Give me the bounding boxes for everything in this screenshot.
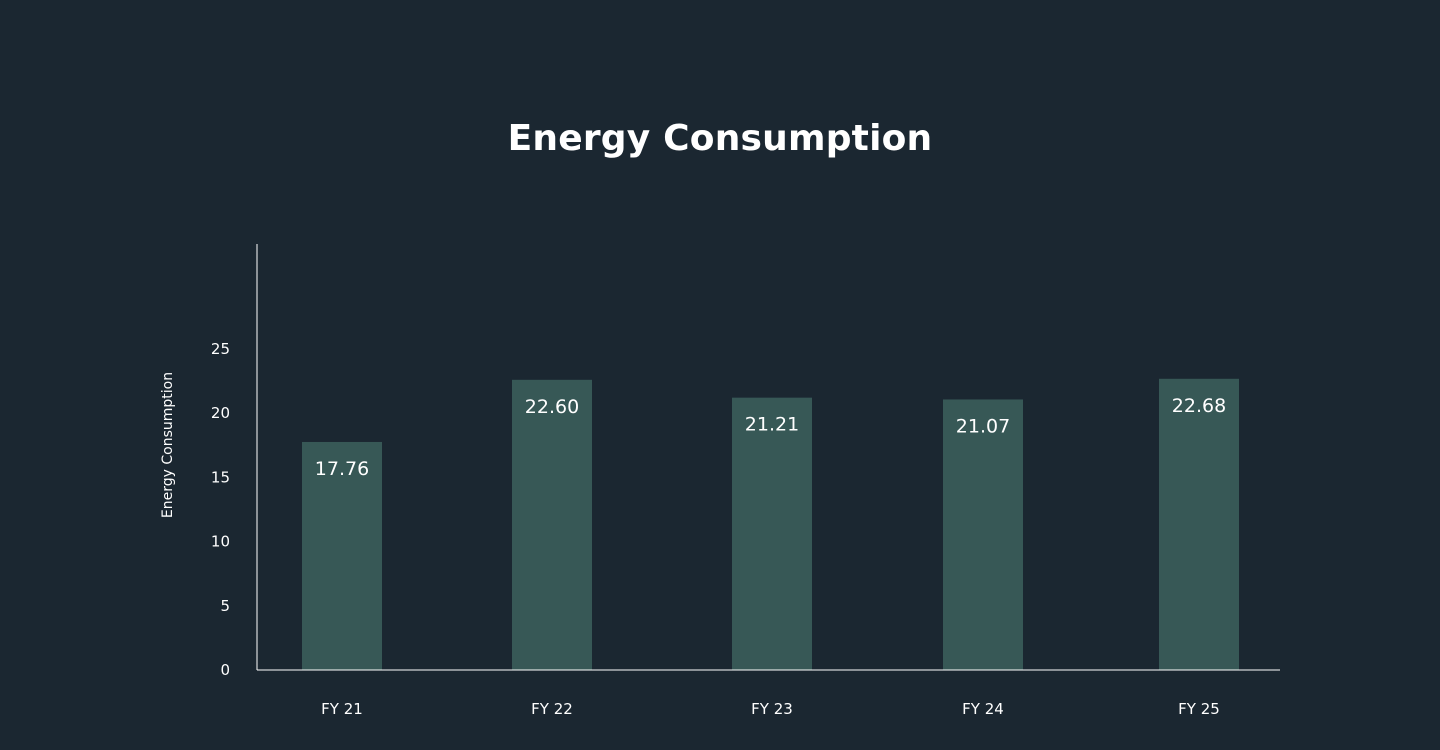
y-tick-label: 10 <box>211 533 230 551</box>
bar-fy-23 <box>732 397 812 670</box>
value-labels-layer: 17.76 22.60 21.21 21.07 22.68 <box>315 395 1226 480</box>
y-tick-label: 0 <box>220 661 230 679</box>
y-tick-label: 20 <box>211 404 230 422</box>
x-category-label: FY 23 <box>751 700 793 718</box>
bar-value-label: 22.60 <box>525 396 579 418</box>
x-category-label: FY 25 <box>1178 700 1220 718</box>
y-tick-label: 5 <box>220 597 230 615</box>
bar-value-label: 21.07 <box>956 415 1010 437</box>
y-axis-title: Energy Consumption <box>160 372 176 518</box>
x-category-label: FY 24 <box>962 700 1004 718</box>
y-tick-label: 25 <box>211 340 230 358</box>
bar-fy-25 <box>1159 378 1239 670</box>
bar-value-label: 17.76 <box>315 458 369 480</box>
x-category-labels: FY 21 FY 22 FY 23 FY 24 FY 25 <box>321 700 1220 718</box>
bar-value-label: 21.21 <box>745 414 799 436</box>
bars-layer <box>302 378 1239 670</box>
x-category-label: FY 22 <box>531 700 573 718</box>
x-category-label: FY 21 <box>321 700 363 718</box>
bar-fy-22 <box>512 379 592 670</box>
bar-fy-24 <box>943 399 1023 670</box>
y-tick-labels: 0 5 10 15 20 25 <box>211 340 230 679</box>
axes-layer <box>256 244 1280 671</box>
y-tick-label: 15 <box>211 468 230 486</box>
bar-value-label: 22.68 <box>1172 395 1226 417</box>
bar-fy-21 <box>302 441 382 670</box>
chart-title: Energy Consumption <box>507 118 933 159</box>
